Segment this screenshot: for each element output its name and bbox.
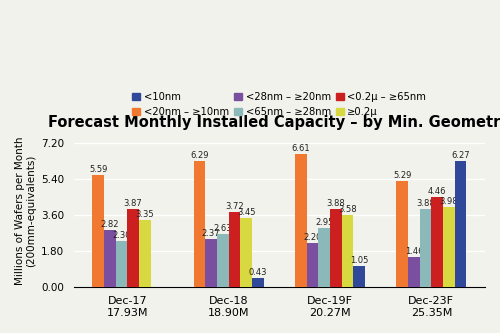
- Text: 1.46: 1.46: [404, 247, 423, 256]
- Bar: [408, 257, 420, 287]
- Bar: [342, 215, 353, 287]
- Bar: [420, 209, 432, 287]
- Text: 2.37: 2.37: [202, 229, 220, 238]
- Bar: [354, 266, 365, 287]
- Bar: [206, 239, 217, 287]
- Bar: [432, 197, 443, 287]
- Text: 6.27: 6.27: [451, 151, 470, 160]
- Text: 5.59: 5.59: [89, 165, 108, 174]
- Bar: [240, 217, 252, 287]
- Bar: [396, 181, 408, 287]
- Bar: [318, 228, 330, 287]
- Text: 3.88: 3.88: [326, 199, 345, 208]
- Bar: [228, 212, 240, 287]
- Text: 2.20: 2.20: [304, 233, 322, 242]
- Bar: [217, 234, 228, 287]
- Text: 3.87: 3.87: [124, 199, 142, 208]
- Text: 3.35: 3.35: [136, 209, 154, 219]
- Text: 2.63: 2.63: [214, 224, 232, 233]
- Y-axis label: Millions of Wafers per Month
(200mm-equivalents): Millions of Wafers per Month (200mm-equi…: [15, 137, 36, 285]
- Text: 6.61: 6.61: [292, 145, 310, 154]
- Bar: [252, 278, 264, 287]
- Text: 3.58: 3.58: [338, 205, 357, 214]
- Text: 0.43: 0.43: [248, 268, 267, 277]
- Bar: [116, 241, 128, 287]
- Text: 1.05: 1.05: [350, 256, 368, 265]
- Bar: [128, 209, 139, 287]
- Legend: <10nm, <20nm – ≥10nm, <28nm – ≥20nm, <65nm – ≥28nm, <0.2μ – ≥65nm, ≥0.2μ: <10nm, <20nm – ≥10nm, <28nm – ≥20nm, <65…: [132, 92, 426, 117]
- Bar: [104, 230, 116, 287]
- Bar: [306, 243, 318, 287]
- Bar: [139, 220, 150, 287]
- Text: 2.95: 2.95: [315, 218, 334, 227]
- Bar: [330, 209, 342, 287]
- Text: 2.30: 2.30: [112, 231, 130, 240]
- Text: 5.29: 5.29: [393, 171, 411, 180]
- Text: 3.45: 3.45: [237, 207, 256, 216]
- Text: 2.82: 2.82: [100, 220, 119, 229]
- Text: 3.72: 3.72: [225, 202, 244, 211]
- Text: 3.98: 3.98: [440, 197, 458, 206]
- Title: Forecast Monthly Installed Capacity – by Min. Geometry: Forecast Monthly Installed Capacity – by…: [48, 115, 500, 130]
- Bar: [194, 161, 205, 287]
- Text: 4.46: 4.46: [428, 187, 446, 196]
- Bar: [443, 207, 454, 287]
- Text: 3.88: 3.88: [416, 199, 435, 208]
- Text: 6.29: 6.29: [190, 151, 208, 160]
- Bar: [295, 155, 306, 287]
- Bar: [454, 161, 466, 287]
- Bar: [92, 175, 104, 287]
